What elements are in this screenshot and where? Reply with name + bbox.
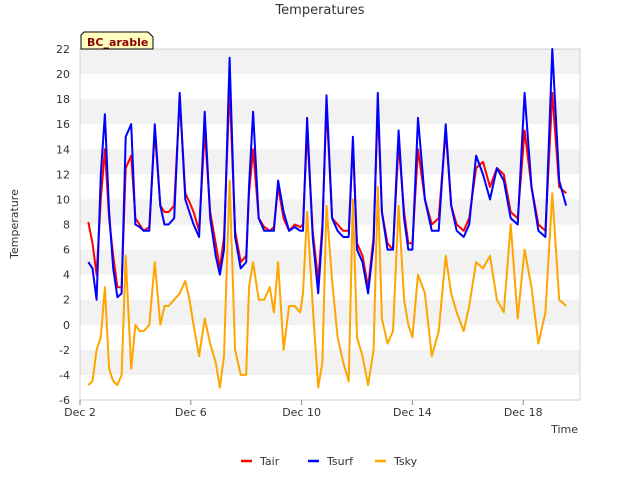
y-tick-label: 4 xyxy=(63,269,70,282)
y-tick-label: 6 xyxy=(63,244,70,257)
background-band xyxy=(80,99,580,125)
y-tick-label: 2 xyxy=(63,294,70,307)
y-tick-label: 8 xyxy=(63,219,70,232)
legend-label: Tsky xyxy=(393,455,418,468)
y-tick-label: 18 xyxy=(56,93,70,106)
y-tick-label: 20 xyxy=(56,68,70,81)
y-axis-ticks: -6 -4 -2 0 2 4 6 8 10 12 14 16 18 20 22 xyxy=(56,43,70,407)
y-tick-label: 22 xyxy=(56,43,70,56)
x-tick-label: Dec 6 xyxy=(175,406,207,419)
legend-label: Tair xyxy=(259,455,280,468)
legend-label: Tsurf xyxy=(326,455,354,468)
series-line-tsky xyxy=(87,179,567,389)
background-band xyxy=(80,199,580,225)
y-axis-label: Temperature xyxy=(8,189,21,260)
background-band xyxy=(80,49,580,75)
x-axis-ticks: Dec 2 Dec 6 Dec 10 Dec 14 Dec 18 xyxy=(64,400,543,419)
background-band xyxy=(80,124,580,150)
y-tick-label: -4 xyxy=(59,369,70,382)
series-lines xyxy=(87,48,568,389)
plot-border xyxy=(79,48,581,401)
background-band xyxy=(80,74,580,100)
legend: Tair Tsurf Tsky xyxy=(241,455,418,468)
chart-title: Temperatures xyxy=(274,3,364,18)
x-tick-label: Dec 2 xyxy=(64,406,96,419)
y-tick-label: -6 xyxy=(59,394,70,407)
y-tick-label: 16 xyxy=(56,118,70,131)
y-tick-label: 0 xyxy=(63,319,70,332)
site-label-box: BC_arable xyxy=(80,31,154,50)
background-bands xyxy=(80,49,580,400)
y-tick-label: 12 xyxy=(56,168,70,181)
x-tick-label: Dec 14 xyxy=(393,406,432,419)
background-band xyxy=(80,324,580,350)
background-band xyxy=(80,374,580,400)
y-tick-label: -2 xyxy=(59,344,70,357)
site-label: BC_arable xyxy=(87,36,148,49)
y-tick-label: 10 xyxy=(56,193,70,206)
x-axis-label: Time xyxy=(550,423,578,436)
x-tick-label: Dec 10 xyxy=(282,406,321,419)
y-tick-label: 14 xyxy=(56,143,70,156)
x-tick-label: Dec 18 xyxy=(504,406,543,419)
series-line-tsurf xyxy=(87,48,568,301)
background-band xyxy=(80,349,580,375)
